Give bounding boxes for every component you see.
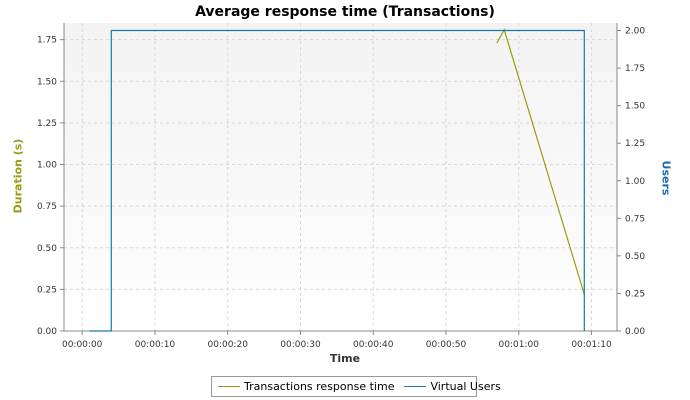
y-right-tick-label: 1.00 xyxy=(625,177,645,187)
legend-label-virtual-users: Virtual Users xyxy=(430,380,501,393)
x-tick-label: 00:00:10 xyxy=(135,340,176,350)
x-tick-label: 00:00:30 xyxy=(280,340,321,350)
chart-title: Average response time (Transactions) xyxy=(195,4,495,20)
y-right-tick-label: 1.25 xyxy=(625,139,645,149)
y-axis-left-label: Duration (s) xyxy=(11,138,25,214)
series-line-transactions-response-time xyxy=(496,28,585,295)
y-left-tick-label: 1.25 xyxy=(37,119,57,129)
y-left-tick-label: 1.50 xyxy=(37,77,57,87)
legend-swatch-transactions xyxy=(218,386,240,387)
legend-label-transactions: Transactions response time xyxy=(244,380,395,393)
y-left-tick-label: 1.75 xyxy=(37,36,57,46)
y-right-tick-label: 1.75 xyxy=(625,64,645,74)
x-tick-label: 00:01:00 xyxy=(499,340,540,350)
y-right-tick-label: 0.25 xyxy=(625,289,645,299)
x-tick-label: 00:00:20 xyxy=(208,340,249,350)
y-right-tick-label: 0.50 xyxy=(625,252,645,262)
y-right-tick-label: 0.00 xyxy=(625,327,645,337)
x-tick-label: 00:00:00 xyxy=(62,340,103,350)
x-axis: 00:00:00 00:00:10 00:00:20 00:00:30 00:00:40… xyxy=(62,330,617,350)
series-line-virtual-users xyxy=(89,29,585,332)
y-right-tick-label: 2.00 xyxy=(625,27,645,37)
x-tick-label: 00:00:50 xyxy=(426,340,467,350)
x-axis-label: Time xyxy=(329,352,361,365)
y-left-tick-label: 0.25 xyxy=(37,285,57,295)
series-layer xyxy=(89,28,585,332)
y-axis-right-label: Users xyxy=(659,160,673,196)
y-left-tick-label: 0.50 xyxy=(37,244,57,254)
y-left-tick-label: 0.00 xyxy=(37,327,57,337)
plot-background xyxy=(64,23,617,331)
x-tick-label: 00:00:40 xyxy=(353,340,394,350)
y-left-tick-label: 1.00 xyxy=(37,161,57,171)
legend: Transactions response time Virtual Users xyxy=(211,376,501,397)
right-axis: 0.00 0.25 0.50 0.75 1.00 1.25 1.50 1.75 2.00 xyxy=(616,23,645,337)
left-axis: 0.00 0.25 0.50 0.75 1.00 1.25 1.50 1.75 xyxy=(37,23,65,337)
legend-item-virtual-users: Virtual Users xyxy=(404,380,501,393)
x-tick-label: 00:01:10 xyxy=(571,340,612,350)
y-right-tick-label: 1.50 xyxy=(625,102,645,112)
legend-item-transactions: Transactions response time xyxy=(218,380,394,393)
y-right-tick-label: 0.75 xyxy=(625,214,645,224)
legend-swatch-virtual-users xyxy=(404,386,427,387)
y-left-tick-label: 0.75 xyxy=(37,202,57,212)
